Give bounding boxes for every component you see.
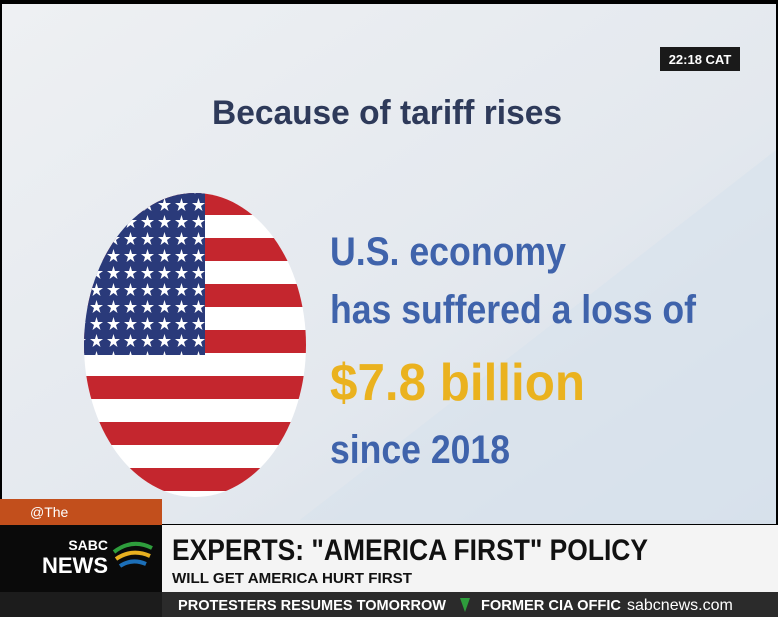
slide-highlight: $7.8 billion [330, 354, 585, 412]
headline-bar [162, 525, 778, 592]
logo-icon [112, 541, 153, 568]
clock: 22:18 CAT [669, 52, 732, 67]
slide-heading: Because of tariff rises [212, 94, 562, 132]
slide-line: U.S. economy [330, 230, 567, 274]
slide-line: has suffered a loss of [330, 288, 697, 332]
logo-bottom: NEWS [42, 553, 108, 578]
ticker-separator [460, 598, 470, 612]
headline-title: EXPERTS: "AMERICA FIRST" POLICY [172, 534, 648, 567]
ticker-site: sabcnews.com [627, 597, 733, 614]
tag: @The [30, 504, 69, 520]
slide-line: since 2018 [330, 428, 510, 472]
logo-top: SABC [68, 537, 108, 553]
background-shape [300, 150, 776, 520]
logo-area [0, 525, 162, 593]
ticker-strip [162, 592, 778, 617]
ticker-item: PROTESTERS RESUMES TOMORROW [178, 597, 447, 614]
clock-box [660, 47, 740, 71]
headline-subtitle: WILL GET AMERICA HURT FIRST [172, 570, 412, 587]
tag-bar [0, 499, 162, 525]
ticker-item: FORMER CIA OFFIC [481, 597, 621, 614]
